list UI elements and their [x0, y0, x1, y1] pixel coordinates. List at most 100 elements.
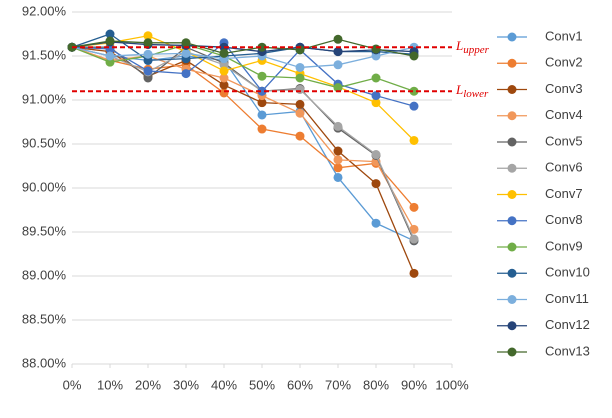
legend-label: Conv10 — [545, 265, 590, 280]
legend-label: Conv8 — [545, 212, 583, 227]
legend-marker — [507, 295, 517, 304]
threshold-subscript: upper — [463, 44, 489, 56]
data-point — [257, 86, 267, 96]
data-point — [409, 234, 419, 244]
y-tick-label: 91.00% — [22, 91, 67, 106]
data-point — [333, 83, 343, 93]
series-line — [72, 46, 415, 242]
data-point — [333, 34, 343, 44]
legend-marker — [507, 111, 517, 121]
legend-marker — [507, 242, 517, 252]
series-line — [71, 46, 415, 208]
data-point — [143, 31, 153, 41]
legend-marker — [507, 137, 517, 147]
legend-marker — [507, 58, 517, 68]
data-point — [333, 121, 343, 131]
data-point — [295, 108, 305, 118]
data-point — [143, 55, 153, 65]
data-point — [143, 38, 153, 48]
data-point — [105, 36, 115, 46]
legend-marker — [507, 190, 517, 199]
legend-marker — [507, 268, 517, 278]
legend-label: Conv13 — [545, 343, 590, 358]
threshold-symbol: L — [455, 38, 463, 53]
data-point — [295, 73, 305, 83]
data-point — [409, 135, 419, 145]
x-tick-label: 50% — [249, 377, 275, 392]
data-point — [409, 202, 419, 212]
y-tick-label: 91.50% — [22, 47, 67, 62]
legend-label: Conv12 — [545, 317, 590, 332]
threshold-label: Llower — [455, 82, 489, 100]
y-tick-label: 88.50% — [22, 311, 67, 326]
data-point — [257, 42, 267, 52]
threshold-subscript: lower — [463, 88, 489, 100]
y-tick-label: 92.00% — [22, 3, 67, 18]
data-point — [409, 268, 419, 278]
x-tick-label: 70% — [325, 377, 351, 392]
y-tick-label: 90.50% — [22, 135, 67, 150]
data-point — [333, 146, 343, 156]
y-tick-label: 89.50% — [22, 223, 67, 238]
legend-label: Conv5 — [545, 133, 583, 148]
data-point — [371, 44, 381, 54]
data-point — [371, 98, 381, 108]
data-point — [409, 86, 419, 96]
series-line — [71, 46, 415, 69]
series-line — [71, 46, 415, 230]
data-point — [371, 91, 381, 101]
series-line — [71, 41, 415, 107]
legend-marker — [507, 347, 517, 357]
data-point — [371, 218, 381, 228]
data-point — [409, 51, 419, 61]
x-tick-label: 80% — [363, 377, 389, 392]
data-point — [181, 69, 191, 79]
threshold-label: Lupper — [455, 38, 490, 56]
legend-marker — [507, 321, 517, 331]
legend-label: Conv1 — [545, 28, 583, 43]
data-point — [143, 49, 153, 59]
data-point — [295, 131, 305, 141]
data-point — [295, 99, 305, 109]
x-tick-label: 100% — [435, 377, 469, 392]
x-tick-label: 30% — [173, 377, 199, 392]
legend-label: Conv3 — [545, 81, 583, 96]
data-point — [219, 80, 229, 90]
data-point — [181, 48, 191, 58]
legend-marker — [507, 163, 517, 173]
legend-label: Conv6 — [545, 160, 583, 175]
x-tick-label: 60% — [287, 377, 313, 392]
legend-label: Conv4 — [545, 107, 583, 122]
data-point — [257, 110, 267, 120]
data-point — [257, 98, 267, 108]
series-line — [71, 46, 415, 240]
legend-marker — [507, 85, 517, 94]
data-point — [219, 66, 229, 76]
series-line — [71, 43, 415, 92]
x-tick-label: 20% — [135, 377, 161, 392]
data-point — [219, 88, 229, 98]
data-point — [295, 84, 305, 94]
series-line — [71, 41, 415, 53]
data-point — [333, 47, 343, 57]
data-point — [409, 224, 419, 234]
data-point — [105, 29, 115, 39]
legend-marker — [507, 32, 517, 42]
data-point — [219, 60, 229, 70]
data-point — [295, 62, 305, 72]
legend-label: Conv11 — [545, 291, 589, 306]
data-point — [333, 155, 343, 165]
data-point — [371, 150, 381, 160]
data-point — [105, 57, 115, 67]
data-point — [371, 73, 381, 83]
data-point — [219, 48, 229, 58]
data-point — [143, 73, 153, 83]
x-tick-label: 90% — [401, 377, 427, 392]
y-tick-label: 88.00% — [22, 355, 67, 370]
data-point — [371, 51, 381, 61]
series-line — [71, 38, 415, 57]
legend-label: Conv2 — [545, 55, 583, 70]
data-point — [333, 163, 343, 173]
